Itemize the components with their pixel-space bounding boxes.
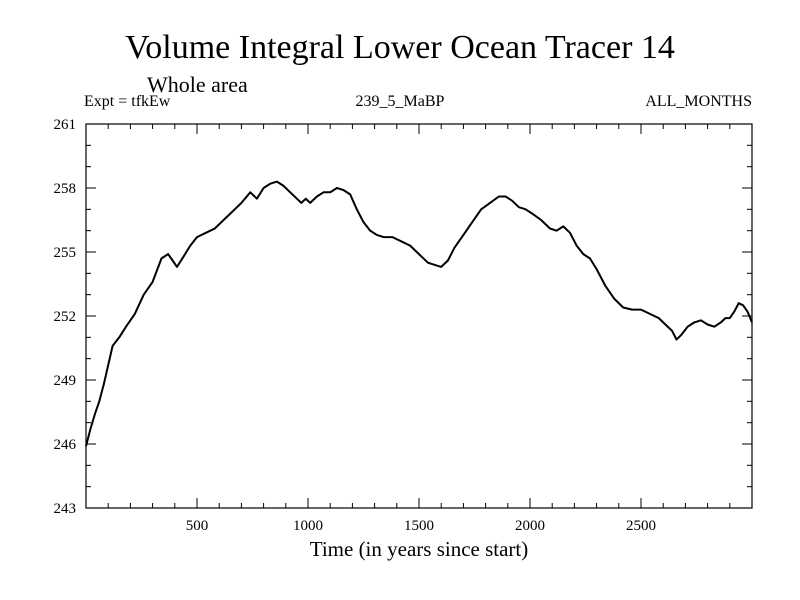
y-tick-label: 243: [54, 501, 77, 517]
series-line: [85, 180, 753, 447]
x-axis-label: Time (in years since start): [310, 537, 529, 561]
axis-ticks: [86, 123, 752, 509]
y-tick-label: 258: [54, 181, 77, 197]
x-tick-label: 1500: [404, 518, 434, 534]
x-tick-label: 500: [186, 518, 209, 534]
chart-subtitle: Whole area: [147, 72, 248, 97]
x-tick-label: 2500: [626, 518, 656, 534]
y-tick-label: 249: [54, 373, 77, 389]
y-tick-label: 255: [54, 245, 77, 261]
axis-tick-labels: 500 1000 1500 2000 2500 243 246 249 252 255 258 261: [54, 117, 657, 534]
y-tick-label: 252: [54, 309, 77, 325]
y-tick-label: 246: [54, 437, 77, 453]
chart-title: Volume Integral Lower Ocean Tracer 14: [125, 29, 675, 66]
x-tick-label: 2000: [515, 518, 545, 534]
y-tick-label: 261: [54, 117, 77, 133]
run-label: 239_5_MaBP: [355, 93, 445, 110]
months-label: ALL_MONTHS: [645, 93, 752, 110]
x-tick-label: 1000: [293, 518, 323, 534]
experiment-label: Expt = tfkEw: [84, 93, 171, 110]
